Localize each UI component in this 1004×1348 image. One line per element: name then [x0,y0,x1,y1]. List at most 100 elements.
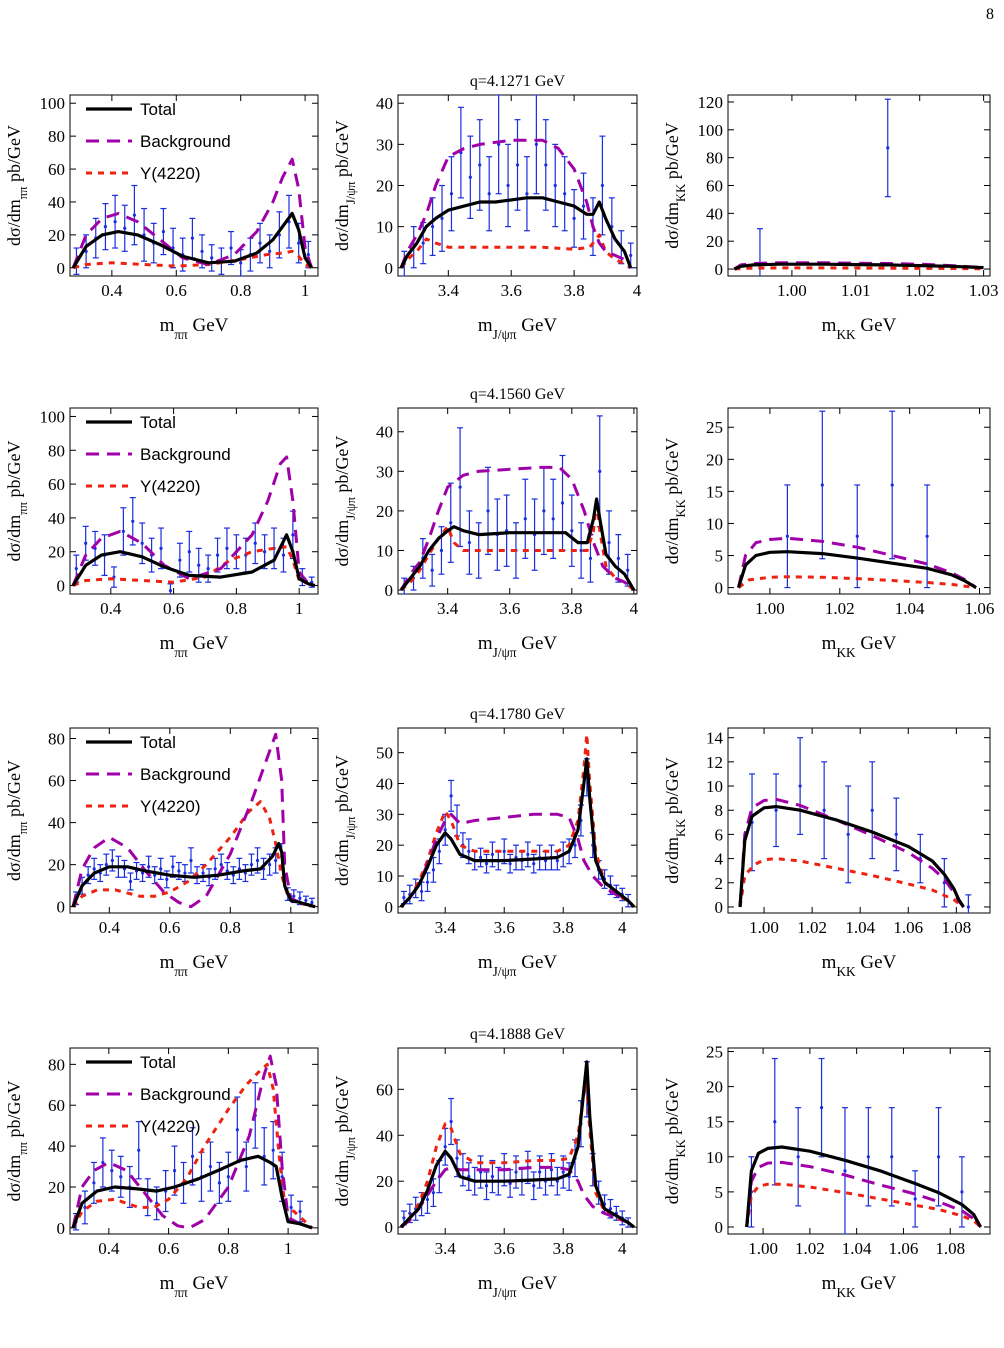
x-tick-label: 3.4 [435,1239,457,1258]
data-point [439,548,444,553]
y-tick-label: 30 [376,135,393,154]
y-tick-label: 20 [48,856,65,875]
data-point [785,534,789,538]
data-point [210,256,214,260]
y-tick-label: 14 [706,729,724,748]
chart-panel-3-3: 0 2 4 6 8 10 12 14 1.00 1.02 1.04 1.06 1.08 mKK GeV dσ… [662,727,991,979]
data-point [244,1164,248,1169]
data-point [526,852,530,857]
data-point [161,229,166,234]
axis-label: mJ/ψπ GeV [478,315,558,342]
axis-label: dσ/dmππ pb/GeV [4,441,30,562]
legend-label-y4220: Y(4220) [140,1117,200,1136]
y-tick-label: 12 [706,753,723,772]
data-point [570,529,574,533]
plot-frame [69,407,319,595]
x-tick-label: 1.01 [841,281,871,300]
plot-frame [69,94,319,277]
plot-area [71,157,314,276]
y-tick-label: 0 [715,579,724,598]
data-point [579,548,583,553]
y-tick-label: 5 [715,1183,724,1202]
plot-area [399,1060,635,1229]
y-tick-label: 0 [57,898,66,917]
x-tick-label: 4 [618,918,627,937]
data-point [506,183,510,188]
data-point [822,808,826,812]
plot-area [738,737,990,913]
data-point [131,519,135,523]
data-point [310,900,314,905]
x-tick-label: 1.03 [969,281,999,300]
data-point [420,889,424,894]
series-line-y4220 [399,233,632,270]
chart-title: q=4.1780 GeV [470,706,566,723]
page-number: 8 [986,6,994,23]
series-line-background [738,797,965,908]
x-tick-label: 1.06 [893,918,923,937]
y-tick-label: 30 [376,805,393,824]
data-point [502,849,506,853]
plot-frame [69,727,319,914]
axis-label: dσ/dmKK pb/GeV [662,757,688,883]
y-tick-label: 10 [706,777,723,796]
data-point [960,1190,964,1194]
x-tick-label: 1.00 [749,918,779,937]
x-tick-label: 3.8 [563,281,584,300]
data-point [484,862,489,866]
series-line-total [399,497,636,591]
data-point [119,1175,123,1179]
series-line-total [733,262,984,271]
chart-panel-4-1: 0 20 40 60 80 0.4 0.6 0.8 1 Total Background Y(4220… [4,1047,319,1300]
data-point [525,192,529,196]
y-tick-label: 40 [376,775,393,794]
data-point [402,1216,406,1220]
series-line-total [71,211,313,269]
data-point [201,871,205,875]
x-tick-label: 0.8 [230,281,251,300]
y-tick-label: 0 [385,898,394,917]
data-point [607,540,611,545]
data-point [262,1154,266,1158]
series-line-background [400,1165,635,1229]
x-tick-label: 0.8 [226,599,247,618]
data-point [217,1181,221,1185]
x-tick-label: 1.04 [845,918,875,937]
x-tick-label: 3.8 [553,1239,574,1258]
data-point [177,869,181,873]
y-tick-label: 80 [48,127,65,146]
data-point [255,858,260,863]
data-point [132,213,137,217]
data-point [237,867,241,871]
x-tick-label: 0.4 [99,918,121,937]
plot-frame [397,407,638,595]
y-tick-label: 50 [376,744,393,763]
chart-panel-2-1: 0 20 40 60 80 100 0.4 0.6 0.8 1 Total Background Y(4… [4,407,319,660]
y-tick-label: 5 [715,547,724,566]
y-tick-label: 40 [376,1126,393,1145]
data-point [458,485,462,489]
series-line-total [399,1060,635,1229]
data-point [183,871,187,875]
data-point [843,1169,847,1173]
x-tick-label: 0.4 [100,599,122,618]
chart-panel-2-2: 0 10 20 30 40 3.4 3.6 3.8 4 q=4.1560 GeV mJ/ψπ GeV… [332,386,639,660]
y-tick-label: 40 [706,204,723,223]
x-tick-label: 4 [618,1239,627,1258]
axis-label: mππ GeV [160,1273,229,1300]
data-point [514,1170,518,1174]
plot-frame [727,94,991,277]
x-tick-label: 1.00 [755,599,785,618]
y-tick-label: 40 [48,814,65,833]
axis-label: mJ/ψπ GeV [478,633,558,660]
series-line-total [71,1154,313,1230]
axis-label: dσ/dmJ/ψπ pb/GeV [332,1076,358,1207]
data-point [92,1181,96,1185]
data-point [449,1119,453,1124]
chart-panel-1-1: 0 20 40 60 80 100 0.4 0.6 0.8 1 Total Background Y(4… [4,94,319,342]
series-line-background [399,812,636,908]
x-tick-label: 1.04 [842,1239,872,1258]
y-tick-label: 25 [706,418,723,437]
legend-label-y4220: Y(4220) [140,477,200,496]
y-tick-label: 15 [706,1113,723,1132]
